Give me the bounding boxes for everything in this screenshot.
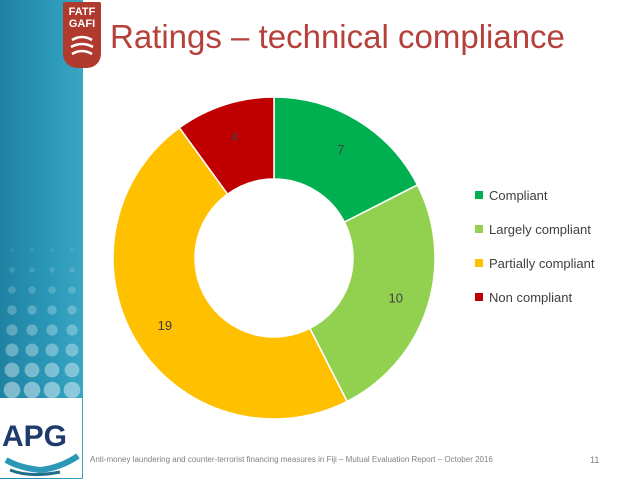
dot <box>45 343 59 357</box>
dot <box>64 362 80 378</box>
footer-text: Anti-money laundering and counter-terror… <box>90 455 493 464</box>
dot-pattern <box>3 248 81 399</box>
dot <box>63 381 81 399</box>
dot <box>47 305 57 315</box>
dot <box>28 286 36 294</box>
dot <box>23 381 41 399</box>
data-label: 10 <box>389 291 403 306</box>
dot <box>26 324 38 336</box>
apg-logo: APG <box>0 398 82 478</box>
dot <box>5 343 19 357</box>
dot <box>6 324 18 336</box>
apg-logo-text: APG <box>2 420 67 453</box>
dot <box>9 267 15 273</box>
dot <box>65 343 79 357</box>
dot <box>10 248 14 252</box>
dot <box>48 286 56 294</box>
data-label: 7 <box>337 142 344 157</box>
dot <box>3 381 21 399</box>
data-label: 4 <box>231 129 238 144</box>
dot <box>44 362 60 378</box>
dot <box>67 305 77 315</box>
dot <box>24 362 40 378</box>
dot <box>27 305 37 315</box>
donut-slice-non-compliant <box>178 96 275 196</box>
legend-swatch <box>475 191 483 199</box>
dot <box>25 343 39 357</box>
legend-swatch <box>475 293 483 301</box>
dot <box>29 267 35 273</box>
dot <box>46 324 58 336</box>
donut-slice-partially-compliant <box>112 126 349 420</box>
legend-swatch <box>475 259 483 267</box>
dot <box>43 381 61 399</box>
dot <box>30 248 34 252</box>
data-label: 19 <box>158 318 172 333</box>
legend-label: Partially compliant <box>489 255 595 271</box>
dot <box>68 286 76 294</box>
dot <box>7 305 17 315</box>
dot <box>4 362 20 378</box>
donut-slice-largely-compliant <box>308 183 436 403</box>
page-number: 11 <box>590 455 600 465</box>
dot <box>70 248 74 252</box>
fatf-gafi-logo: FATF GAFI <box>63 2 101 68</box>
legend-item: Largely compliant <box>475 221 591 237</box>
legend-item: Compliant <box>475 187 548 203</box>
legend-label: Largely compliant <box>489 221 591 237</box>
slide-title: Ratings – technical compliance <box>110 18 565 55</box>
logo-text-gafi: GAFI <box>68 18 96 30</box>
logo-swirl-icon <box>70 35 94 56</box>
legend-label: Non compliant <box>489 289 573 305</box>
dot <box>69 267 75 273</box>
legend-swatch <box>475 225 483 233</box>
legend-item: Non compliant <box>475 289 572 305</box>
legend-item: Partially compliant <box>475 255 595 271</box>
dot <box>8 286 16 294</box>
legend-label: Compliant <box>489 187 548 203</box>
donut-slice-compliant <box>273 96 419 224</box>
dot <box>66 324 78 336</box>
dot <box>50 248 54 252</box>
dot <box>49 267 55 273</box>
logo-text-fatf: FATF <box>68 6 96 18</box>
